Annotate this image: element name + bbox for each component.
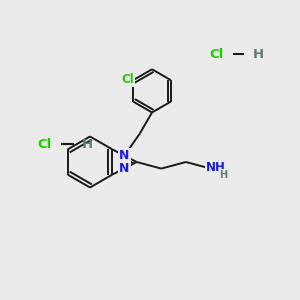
Text: H: H [252,47,264,61]
Text: N: N [119,162,130,175]
Text: NH: NH [206,161,226,174]
Text: H: H [219,169,227,180]
Text: Cl: Cl [209,47,223,61]
Text: Cl: Cl [122,73,134,86]
Text: N: N [119,149,130,162]
Text: H: H [81,137,93,151]
Text: Cl: Cl [38,137,52,151]
